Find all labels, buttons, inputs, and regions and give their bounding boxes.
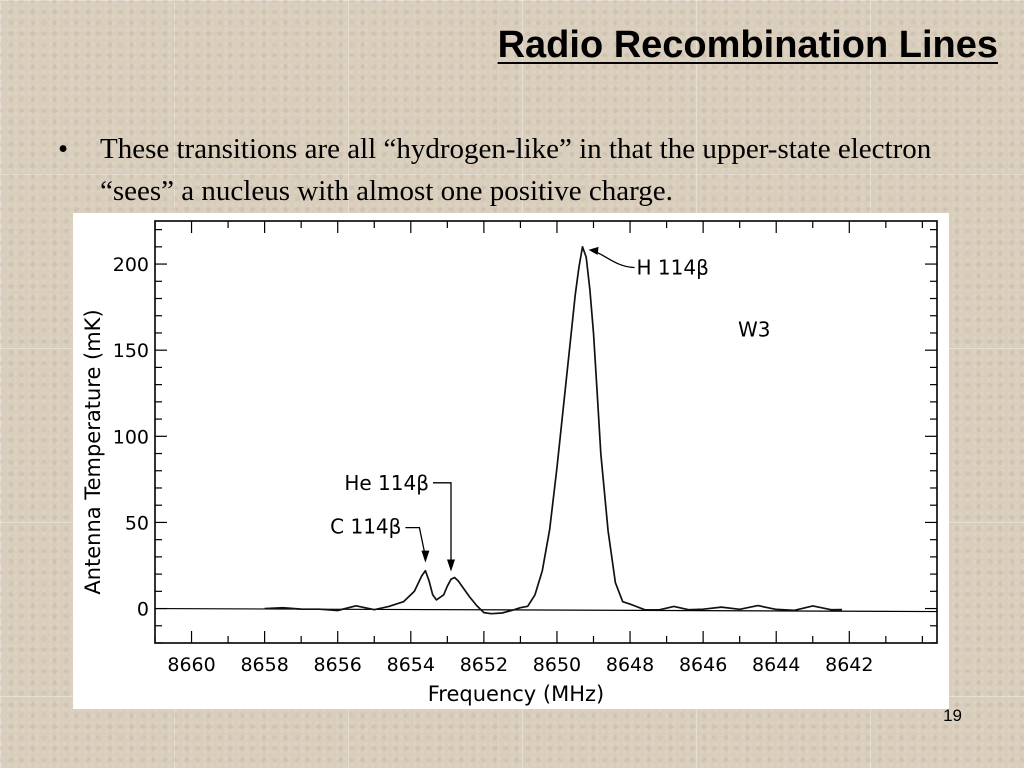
y-tick-label: 150	[113, 340, 149, 362]
annotation-c114-label: C 114β	[330, 515, 401, 539]
annotation-h114-arrow	[588, 246, 599, 255]
bullet-dot: •	[58, 133, 69, 165]
y-axis-title: Antenna Temperature (mK)	[81, 309, 105, 594]
spectrum-chart: 8660 8658 8656 8654 8652 8650 8648 8646 8644 8642…	[73, 213, 949, 709]
annotation-c114-arrow	[421, 550, 430, 563]
x-axis-title: Frequency (MHz)	[428, 682, 604, 706]
annotation-he114-leader	[432, 482, 452, 566]
x-tick-label: 8642	[825, 654, 873, 676]
annotation-h114-label: H 114β	[637, 256, 709, 280]
x-tick-label: 8650	[533, 654, 581, 676]
x-tick-label: 8644	[752, 654, 800, 676]
y-tick-label: 100	[113, 426, 149, 448]
x-tick-label: 8660	[167, 654, 215, 676]
x-tick-label: 8654	[387, 654, 435, 676]
plot-frame	[154, 220, 938, 644]
x-tick-label: 8648	[606, 654, 654, 676]
bullet-list: • These transitions are all “hydrogen-li…	[58, 128, 988, 212]
x-tick-label: 8646	[679, 654, 727, 676]
bullet-text: These transitions are all “hydrogen-like…	[100, 133, 932, 207]
zero-baseline	[154, 607, 938, 613]
bullet-item: • These transitions are all “hydrogen-li…	[58, 128, 988, 212]
y-tick-label: 0	[137, 599, 149, 621]
source-label: W3	[738, 317, 771, 341]
x-tick-label: 8652	[460, 654, 508, 676]
annotation-he114-arrow	[446, 559, 455, 572]
page-number: 19	[943, 706, 962, 725]
x-tick-label: 8656	[314, 654, 362, 676]
y-tick-label: 50	[125, 512, 149, 534]
annotation-he114-label: He 114β	[344, 471, 429, 495]
x-tick-label: 8658	[240, 654, 288, 676]
spectrum-chart-svg: 8660 8658 8656 8654 8652 8650 8648 8646 8644 8642…	[81, 220, 938, 706]
y-tick-label: 200	[113, 254, 149, 276]
slide-title: Radio Recombination Lines	[497, 24, 998, 66]
spectrum-line	[264, 245, 843, 615]
annotation-c114-leader	[405, 526, 427, 557]
annotation-h114-leader	[592, 250, 635, 269]
